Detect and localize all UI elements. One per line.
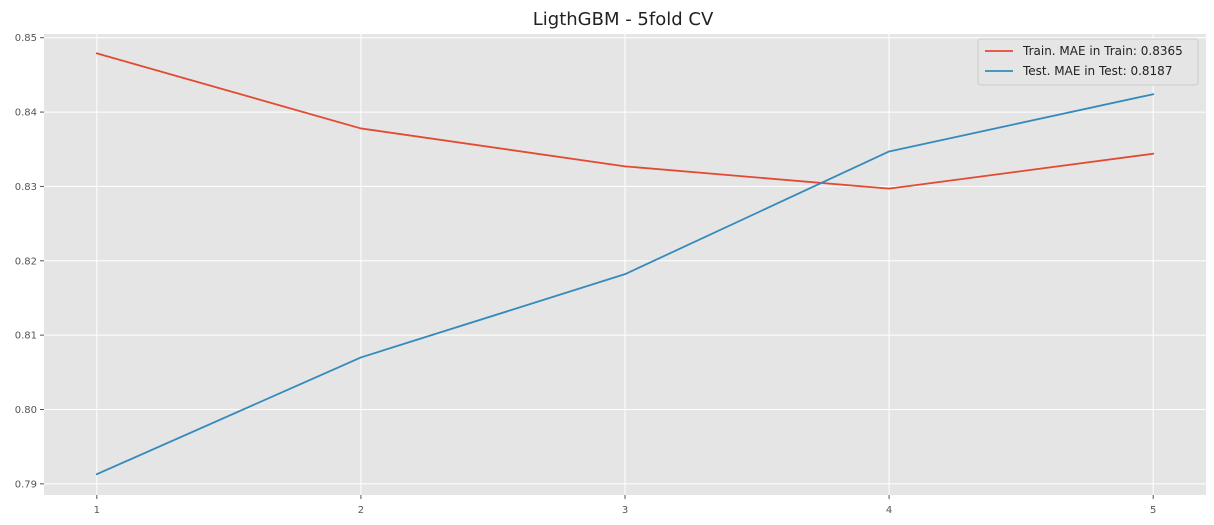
y-tick-label: 0.84 — [15, 108, 37, 119]
y-tick-label: 0.85 — [15, 33, 37, 44]
series-1-point — [1152, 152, 1155, 155]
series-1-point — [360, 127, 362, 130]
x-tick-label: 1 — [94, 505, 100, 516]
plot-area — [44, 34, 1206, 495]
legend-box — [977, 38, 1199, 86]
series-2-point — [95, 473, 98, 476]
y-tick-label: 0.81 — [15, 331, 37, 342]
legend-label-2: Test. MAE in Test: 0.8187 — [1022, 64, 1172, 78]
x-tick-label: 5 — [1150, 505, 1156, 516]
series-2-point — [888, 150, 890, 153]
legend: Train. MAE in Train: 0.8365 Test. MAE in … — [977, 38, 1199, 86]
y-tick-label: 0.82 — [15, 256, 37, 267]
legend-label-1: Train. MAE in Train: 0.8365 — [1022, 44, 1183, 58]
series-2-point — [360, 356, 362, 359]
x-tick-label: 4 — [886, 505, 892, 516]
y-tick-label: 0.79 — [15, 479, 37, 490]
x-axis: 1 2 3 4 5 — [94, 495, 1156, 516]
x-tick-label: 2 — [358, 505, 364, 516]
y-axis: 0.79 0.80 0.81 0.82 0.83 0.84 0.85 — [15, 33, 44, 490]
series-1-point — [624, 165, 626, 168]
y-tick-label: 0.80 — [15, 405, 37, 416]
y-tick-label: 0.83 — [15, 182, 37, 193]
series-1-point — [95, 52, 98, 55]
grid-lines — [44, 34, 1206, 495]
chart-title: LigthGBM - 5fold CV — [533, 9, 714, 30]
series-2-point — [1152, 93, 1155, 96]
x-tick-label: 3 — [622, 505, 628, 516]
series-lines — [95, 52, 1155, 476]
series-1-point — [888, 187, 890, 190]
series-2-point — [624, 273, 626, 276]
